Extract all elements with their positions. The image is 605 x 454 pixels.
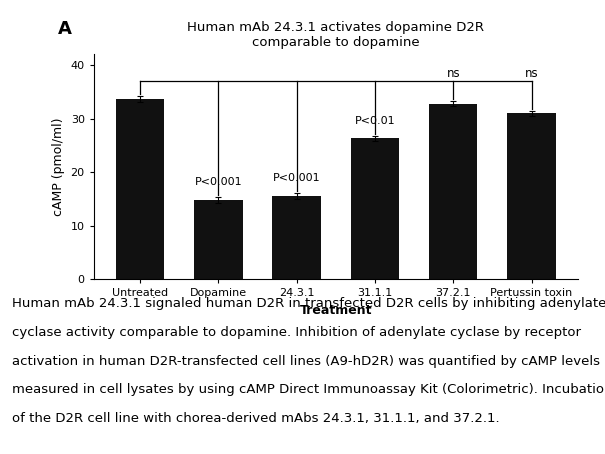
Bar: [507, 114, 556, 279]
Text: ns: ns: [446, 67, 460, 79]
X-axis label: Treatment: Treatment: [299, 304, 372, 317]
Bar: [351, 138, 399, 279]
Text: ns: ns: [525, 67, 538, 79]
Bar: [429, 104, 477, 279]
Bar: [194, 200, 243, 279]
Text: A: A: [57, 20, 71, 39]
Text: cyclase activity comparable to dopamine. Inhibition of adenylate cyclase by rece: cyclase activity comparable to dopamine.…: [12, 326, 581, 339]
Y-axis label: cAMP (pmol/ml): cAMP (pmol/ml): [52, 118, 65, 216]
Text: activation in human D2R-transfected cell lines (A9-hD2R) was quantified by cAMP : activation in human D2R-transfected cell…: [12, 355, 600, 368]
Text: P<0.001: P<0.001: [273, 173, 321, 183]
Text: of the D2R cell line with chorea-derived mAbs 24.3.1, 31.1.1, and 37.2.1.: of the D2R cell line with chorea-derived…: [12, 412, 500, 425]
Bar: [116, 99, 165, 279]
Text: P<0.01: P<0.01: [355, 116, 395, 126]
Bar: [272, 196, 321, 279]
Title: Human mAb 24.3.1 activates dopamine D2R
comparable to dopamine: Human mAb 24.3.1 activates dopamine D2R …: [188, 21, 484, 49]
Text: measured in cell lysates by using cAMP Direct Immunoassay Kit (Colorimetric). In: measured in cell lysates by using cAMP D…: [12, 383, 605, 396]
Text: Human mAb 24.3.1 signaled human D2R in transfected D2R cells by inhibiting adeny: Human mAb 24.3.1 signaled human D2R in t…: [12, 297, 605, 311]
Text: P<0.001: P<0.001: [195, 177, 242, 187]
